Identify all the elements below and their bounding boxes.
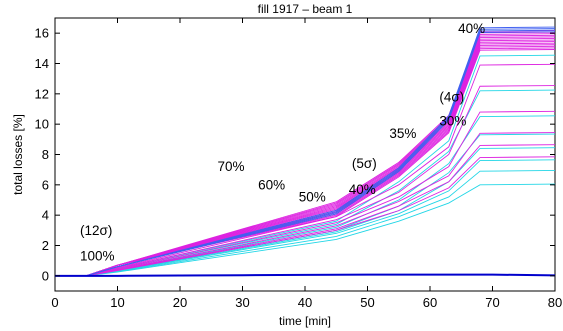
y-axis-label: total losses [%] xyxy=(11,114,25,195)
series-line-magenta xyxy=(55,63,556,277)
series-line-blue xyxy=(55,26,556,277)
x-tick-label: 20 xyxy=(173,295,187,310)
series-layer xyxy=(55,26,556,277)
series-line-baseline xyxy=(55,273,556,277)
annotation-label: 60% xyxy=(258,177,285,192)
annotation-label: (4σ) xyxy=(439,89,464,104)
series-line-magenta xyxy=(55,41,556,277)
series-line-magenta xyxy=(55,33,556,277)
series-line-cyan xyxy=(55,133,556,277)
x-tick-label: 60 xyxy=(423,295,437,310)
annotation-label: 40% xyxy=(458,21,485,36)
x-tick-label: 30 xyxy=(235,295,249,310)
annotation-label: 100% xyxy=(80,249,115,264)
y-tick-label: 2 xyxy=(42,238,49,253)
x-tick-label: 50 xyxy=(360,295,374,310)
series-line-cyan xyxy=(55,89,556,277)
series-line-magenta xyxy=(55,31,556,277)
y-tick-label: 6 xyxy=(42,177,49,192)
annotation-label: (5σ) xyxy=(352,156,377,171)
series-line-cyan xyxy=(55,54,556,277)
x-tick-label: 10 xyxy=(110,295,124,310)
series-line-cyan xyxy=(55,183,556,277)
series-line-magenta xyxy=(55,85,556,277)
y-tick-label: 10 xyxy=(35,117,49,132)
annotation-label: 30% xyxy=(439,114,466,129)
chart-title: fill 1917 – beam 1 xyxy=(258,2,353,16)
annotation-label: (12σ) xyxy=(80,223,112,238)
y-tick-label: 4 xyxy=(42,208,49,223)
series-line-magenta xyxy=(55,144,556,277)
y-tick-label: 0 xyxy=(42,268,49,283)
series-line-magenta xyxy=(55,34,556,277)
x-tick-label: 40 xyxy=(298,295,312,310)
y-tick-label: 14 xyxy=(35,56,49,71)
x-tick-label: 70 xyxy=(485,295,499,310)
series-line-magenta xyxy=(55,36,556,277)
y-tick-label: 8 xyxy=(42,147,49,162)
y-tick-label: 16 xyxy=(35,26,49,41)
series-line-magenta xyxy=(55,42,556,277)
y-tick-label: 12 xyxy=(35,86,49,101)
annotation-label: 50% xyxy=(299,190,326,205)
annotation-label: 35% xyxy=(389,126,416,141)
x-axis-label: time [min] xyxy=(279,314,331,328)
series-line-magenta xyxy=(55,156,556,277)
plot-frame xyxy=(54,17,556,292)
annotation-label: 70% xyxy=(218,159,245,174)
x-tick-label: 80 xyxy=(548,295,562,310)
series-line-magenta xyxy=(55,110,556,277)
axis-ticks: 0 10 20 30 40 50 60 70 80 0 2 4 6 8 10 12 14 16 xyxy=(35,18,562,310)
annotations: (12σ) 100% 70% 60% 50% (5σ) 40% 35% (4σ) 30% 40% xyxy=(80,21,485,263)
annotation-label: 40% xyxy=(349,182,376,197)
x-tick-label: 0 xyxy=(51,295,58,310)
series-line-cyan xyxy=(55,170,556,277)
